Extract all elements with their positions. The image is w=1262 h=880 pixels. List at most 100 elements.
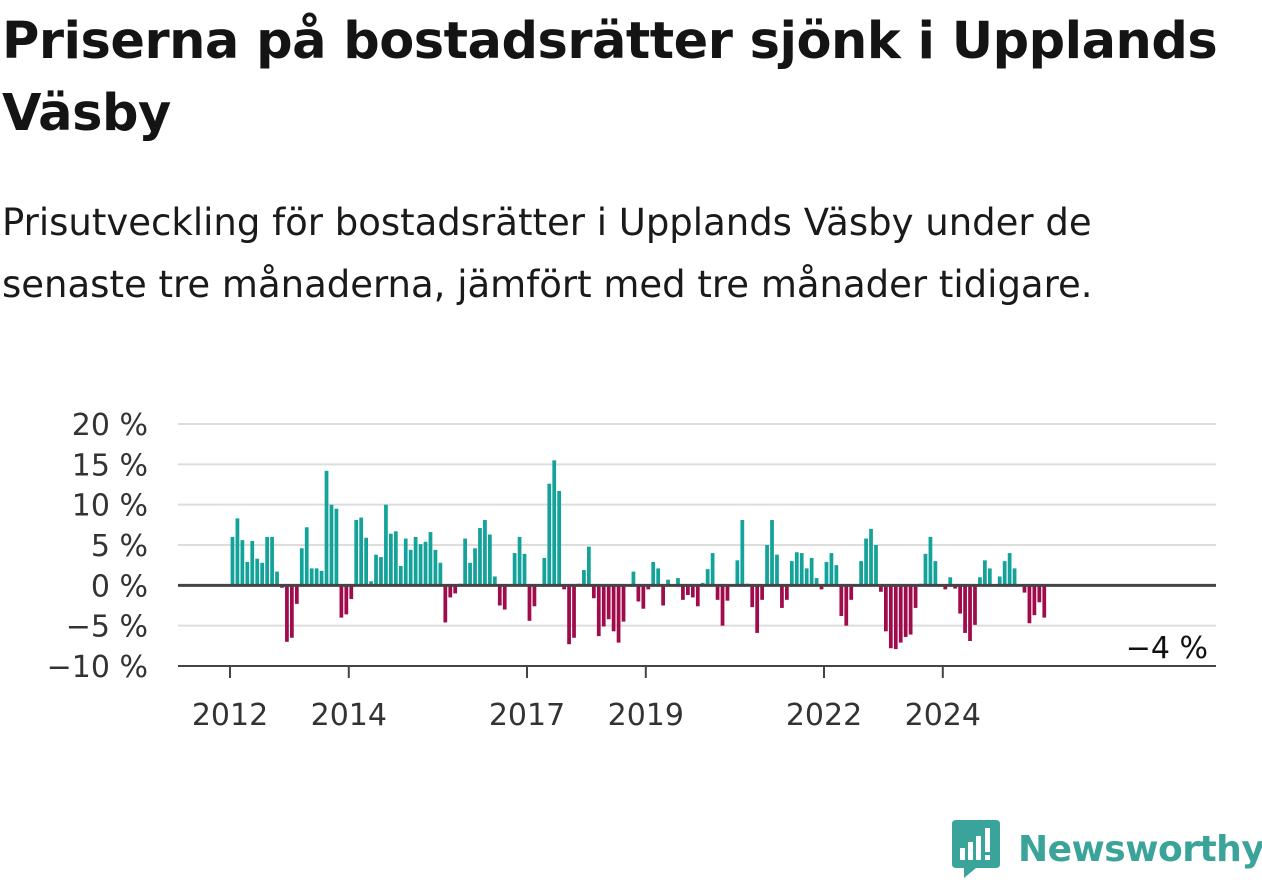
bar — [245, 561, 250, 586]
bar — [260, 562, 265, 586]
bar — [572, 585, 576, 638]
bar — [631, 571, 636, 586]
bar — [1022, 585, 1027, 593]
bar — [532, 585, 537, 607]
bar — [250, 540, 255, 586]
bar — [275, 571, 279, 586]
bar — [552, 460, 557, 586]
bar — [844, 585, 849, 626]
bar — [379, 557, 383, 586]
bar — [443, 585, 448, 623]
bar — [973, 585, 977, 625]
bar — [789, 561, 794, 586]
bar — [463, 538, 467, 586]
bar — [735, 560, 740, 586]
bar — [893, 585, 898, 650]
bar — [492, 576, 497, 586]
bar — [240, 540, 245, 586]
bar — [676, 578, 680, 586]
bar — [438, 562, 443, 586]
bar — [403, 538, 408, 586]
bar — [1037, 585, 1042, 603]
bar — [616, 585, 621, 643]
bar — [695, 585, 700, 607]
bar — [235, 518, 240, 586]
bar — [448, 585, 453, 598]
bar — [299, 548, 304, 586]
bar — [646, 585, 651, 590]
bar — [755, 585, 760, 633]
bar — [913, 585, 918, 608]
bar — [770, 519, 774, 586]
bar — [339, 585, 344, 618]
bar — [923, 553, 928, 586]
bar — [611, 585, 616, 632]
bar — [453, 585, 458, 594]
bar — [884, 585, 888, 632]
bar — [710, 553, 715, 586]
bar — [869, 528, 873, 586]
bar — [814, 578, 819, 586]
bar — [794, 552, 799, 586]
bar — [1042, 585, 1047, 618]
bar — [963, 585, 967, 633]
y-tick-label: −10 % — [47, 650, 148, 685]
x-tick-label: 2022 — [786, 698, 862, 733]
bar — [750, 585, 755, 608]
bar — [686, 585, 690, 596]
bar — [809, 557, 814, 586]
bar — [517, 536, 522, 586]
bar — [542, 557, 547, 586]
bar — [824, 561, 829, 586]
bar — [294, 585, 299, 604]
bar — [765, 545, 769, 586]
bar — [304, 527, 309, 586]
bar — [715, 585, 720, 600]
bar — [958, 585, 962, 614]
bar — [641, 585, 646, 609]
bar — [582, 570, 586, 586]
bar — [567, 585, 571, 645]
bar — [488, 534, 492, 586]
bar — [512, 553, 517, 586]
bar — [265, 536, 269, 586]
bar — [705, 569, 710, 586]
bar — [606, 585, 611, 620]
bar — [478, 528, 482, 586]
bar — [829, 553, 834, 586]
bar — [329, 504, 334, 586]
bar — [587, 546, 591, 586]
bar — [775, 554, 779, 586]
bar — [562, 585, 566, 590]
bar — [987, 568, 992, 586]
bar — [908, 585, 913, 635]
bar — [408, 549, 413, 586]
bar — [859, 561, 863, 586]
bar — [933, 561, 938, 586]
bar — [690, 585, 695, 598]
y-axis-labels: 20 % 15 % 10 % 5 % 0 % −5 % −10 % — [47, 408, 148, 685]
bar — [270, 536, 274, 586]
x-tick-label: 2012 — [192, 698, 268, 733]
y-tick-label: 0 % — [91, 569, 148, 604]
brand-name: Newsworthy — [1018, 828, 1262, 870]
bar — [681, 585, 685, 600]
bar — [1032, 585, 1037, 616]
bar — [839, 585, 844, 616]
bar — [522, 553, 527, 586]
bar — [943, 585, 948, 590]
bar — [527, 585, 532, 621]
bar — [804, 568, 809, 586]
axes — [178, 583, 1216, 678]
bar — [666, 579, 670, 586]
bar — [819, 585, 824, 590]
bar — [369, 581, 373, 586]
bar — [725, 585, 730, 601]
bar — [349, 585, 354, 600]
y-tick-label: 10 % — [72, 489, 148, 524]
bar — [799, 553, 804, 586]
bar — [903, 585, 908, 637]
y-tick-label: 5 % — [91, 529, 148, 564]
bar — [393, 531, 398, 586]
